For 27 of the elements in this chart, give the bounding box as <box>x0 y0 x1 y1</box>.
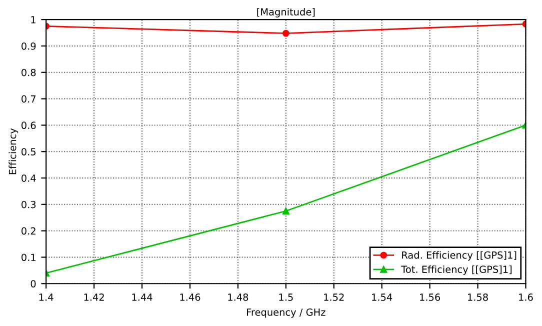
x-axis-title: Frequency / GHz <box>247 308 326 318</box>
legend-label: Rad. Efficiency [[GPS]1] <box>402 251 516 261</box>
x-tick-label: 1.46 <box>180 294 200 301</box>
legend-label: Tot. Efficiency [[GPS]1] <box>401 265 512 275</box>
x-tick-label: 1.6 <box>519 294 533 301</box>
chart-title: [Magnitude] <box>257 8 315 18</box>
y-tick-label: 0.7 <box>22 95 36 103</box>
x-tick-label: 1.5 <box>279 294 293 301</box>
y-axis-title: Efficiency <box>8 128 18 174</box>
x-tick-label: 1.48 <box>228 294 248 301</box>
y-tick-label: 0.9 <box>22 42 36 50</box>
y-tick-label: 0.5 <box>22 148 36 156</box>
x-tick-label: 1.52 <box>324 294 344 301</box>
y-tick-label: 1 <box>31 16 36 24</box>
y-tick-label: 0.4 <box>22 174 36 182</box>
y-tick-label: 0.3 <box>22 200 36 208</box>
x-tick-label: 1.44 <box>132 294 152 301</box>
x-tick-label: 1.4 <box>39 294 54 301</box>
x-tick-label: 1.42 <box>84 294 104 301</box>
y-tick-label: 0.6 <box>22 122 36 130</box>
y-tick-label: 0.1 <box>22 254 36 262</box>
y-tick-label: 0.2 <box>22 227 36 235</box>
y-tick-label: 0.8 <box>22 68 36 76</box>
x-tick-label: 1.56 <box>420 294 440 301</box>
x-tick-label: 1.54 <box>372 294 392 301</box>
x-tick-label: 1.58 <box>468 294 488 301</box>
y-tick-label: 0 <box>30 280 36 288</box>
